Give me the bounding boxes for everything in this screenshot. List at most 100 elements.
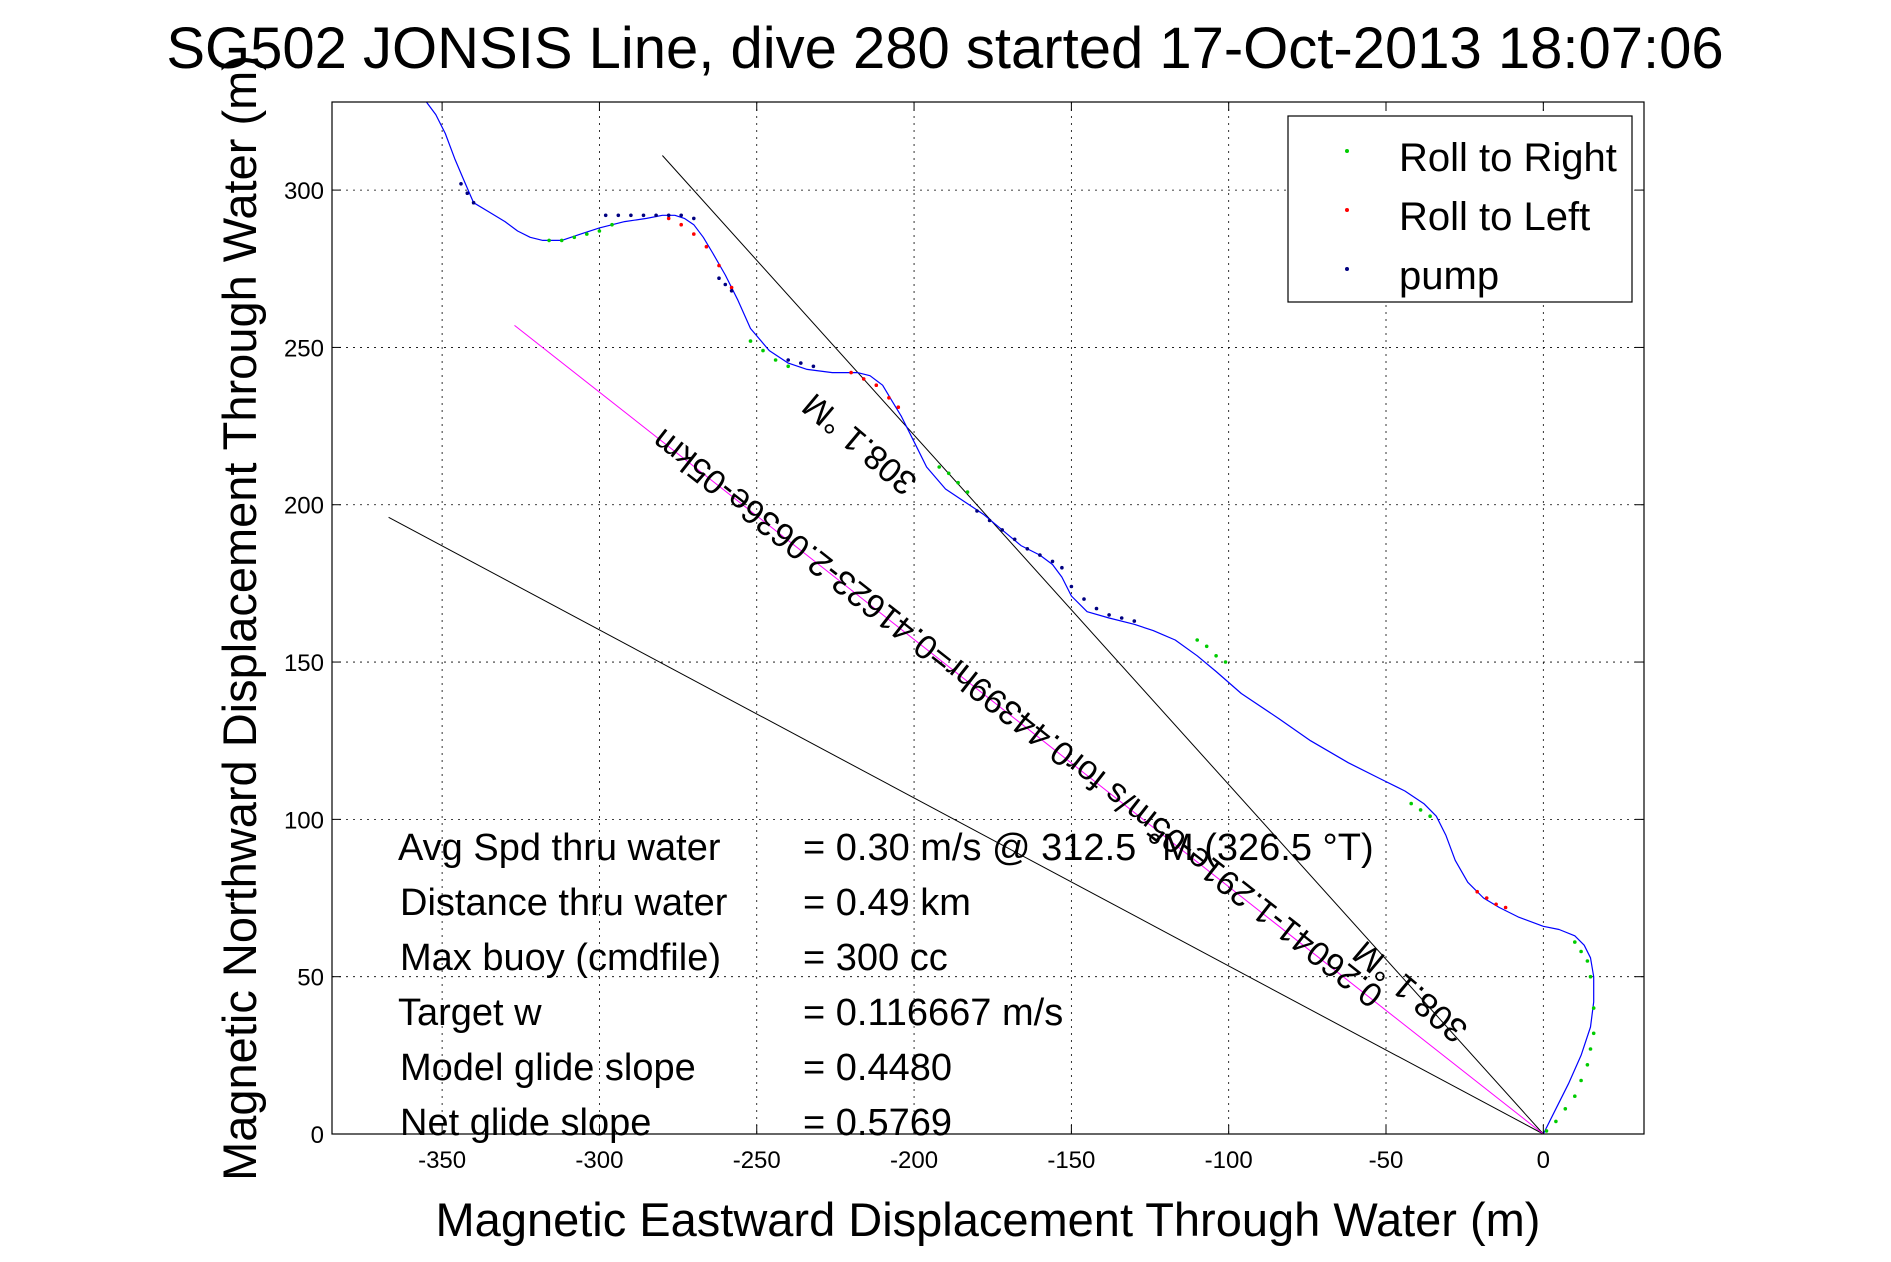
- pump-point: [1060, 565, 1064, 570]
- legend: Roll to Right Roll to Left pump: [1287, 115, 1633, 303]
- stat-value-model-glide-slope: = 0.4480: [803, 1047, 952, 1089]
- roll-right-point: [965, 490, 970, 494]
- roll-right-point: [1214, 654, 1218, 658]
- legend-marker-roll-left: [1345, 208, 1349, 212]
- roll-left-point: [861, 377, 866, 381]
- pump-point: [1000, 528, 1004, 532]
- roll-right-point: [559, 238, 564, 243]
- pump-point: [641, 213, 646, 218]
- average-heading-line: [514, 325, 1544, 1135]
- y-tick-label: 150: [284, 650, 324, 677]
- roll-right-point: [1428, 814, 1432, 818]
- roll-right-point: [1418, 808, 1423, 812]
- roll-right-point: [1409, 801, 1413, 806]
- roll-left-point: [717, 263, 721, 268]
- roll-left-point: [874, 383, 879, 388]
- stat-value-net-glide-slope: = 0.5769: [803, 1102, 952, 1144]
- pump-point: [1012, 537, 1017, 542]
- roll-left-point: [1494, 902, 1498, 907]
- stat-label-max-buoy: Max buoy (cmdfile): [400, 937, 721, 979]
- roll-right-point: [956, 480, 960, 485]
- y-tick-label: 250: [284, 335, 324, 362]
- roll-right-point: [1563, 1107, 1568, 1111]
- roll-right-point: [1573, 940, 1577, 944]
- y-tick-label: 100: [284, 807, 324, 834]
- pump-point: [654, 213, 658, 218]
- stat-label-distance: Distance thru water: [400, 882, 728, 924]
- pump-point: [679, 213, 683, 218]
- reference-lines: [388, 155, 1544, 1135]
- roll-right-point: [1579, 949, 1583, 954]
- pump-point: [1025, 547, 1030, 551]
- chart-title: SG502 JONSIS Line, dive 280 started 17-O…: [166, 16, 1723, 81]
- pump-point: [717, 276, 721, 281]
- x-tick-label: -150: [1047, 1147, 1095, 1174]
- roll-right-point: [585, 232, 589, 236]
- roll-right-point: [1195, 638, 1199, 642]
- stat-label-avg-speed: Avg Spd thru water: [398, 827, 721, 869]
- pump-point: [729, 289, 734, 293]
- roll-right-point: [786, 364, 790, 369]
- roll-right-point: [1204, 644, 1209, 649]
- glider-track-line: [425, 101, 1595, 1135]
- x-tick-label: -250: [733, 1147, 781, 1174]
- roll-left-point: [887, 396, 891, 400]
- roll-right-point: [597, 229, 602, 233]
- roll-right-point: [773, 358, 778, 362]
- pump-point: [811, 364, 816, 369]
- pump-point: [616, 213, 621, 218]
- x-tick-label: -50: [1369, 1147, 1404, 1174]
- roll-left-point: [666, 216, 671, 221]
- roll-left-point: [1475, 889, 1479, 894]
- plot-area-border: [331, 101, 1645, 1135]
- marker-layer: [459, 182, 1596, 1133]
- reference-line-2: [662, 155, 1544, 1135]
- roll-right-point: [1591, 1006, 1596, 1010]
- y-tick-label: 200: [284, 493, 324, 520]
- roll-right-point: [1544, 1129, 1549, 1133]
- pump-point: [1082, 597, 1086, 601]
- pump-point: [459, 182, 463, 186]
- pump-point: [1119, 616, 1124, 620]
- track-layer: [425, 101, 1595, 1135]
- roll-left-point: [849, 370, 853, 375]
- roll-right-point: [1573, 1094, 1577, 1098]
- stat-value-distance: = 0.49 km: [803, 882, 971, 924]
- pump-point: [799, 361, 803, 365]
- roll-right-point: [761, 348, 765, 353]
- pump-point: [1132, 619, 1137, 623]
- roll-right-point: [748, 339, 753, 343]
- roll-right-point: [946, 471, 951, 476]
- pump-point: [1094, 606, 1099, 611]
- roll-right-point: [547, 238, 551, 243]
- x-axis-title: Magnetic Eastward Displacement Through W…: [436, 1193, 1541, 1246]
- pump-point: [723, 282, 728, 287]
- pump-point: [1069, 584, 1074, 589]
- roll-right-point: [610, 222, 614, 227]
- pump-point: [603, 213, 608, 218]
- stats-block: Avg Spd thru water = 0.30 m/s @ 312.5 °M…: [398, 827, 1374, 1144]
- axis-ticks: -350 -300 -250 -200 -150 -100 -50 0 0 50 100 150 200…: [284, 102, 1644, 1174]
- reference-line-1: [388, 516, 1544, 1135]
- x-tick-label: -300: [575, 1147, 623, 1174]
- pump-point: [692, 216, 696, 221]
- pump-point: [629, 213, 633, 218]
- x-tick-label: -200: [890, 1147, 938, 1174]
- pump-point: [471, 200, 476, 205]
- x-tick-label: -100: [1205, 1147, 1253, 1174]
- roll-right-point: [1579, 1078, 1583, 1083]
- pump-point: [1107, 613, 1111, 617]
- pump-point: [1038, 553, 1042, 557]
- y-tick-label: 0: [311, 1122, 324, 1149]
- roll-left-point: [1503, 905, 1508, 910]
- roll-left-point: [729, 285, 734, 290]
- pump-point: [1050, 559, 1055, 564]
- roll-right-point: [1591, 1031, 1596, 1036]
- pump-point: [975, 509, 979, 513]
- roll-left-point: [1484, 896, 1489, 900]
- stat-label-target-w: Target w: [398, 992, 542, 1034]
- legend-label-roll-left: Roll to Left: [1399, 195, 1590, 239]
- legend-marker-pump: [1345, 267, 1349, 271]
- roll-left-point: [692, 232, 696, 236]
